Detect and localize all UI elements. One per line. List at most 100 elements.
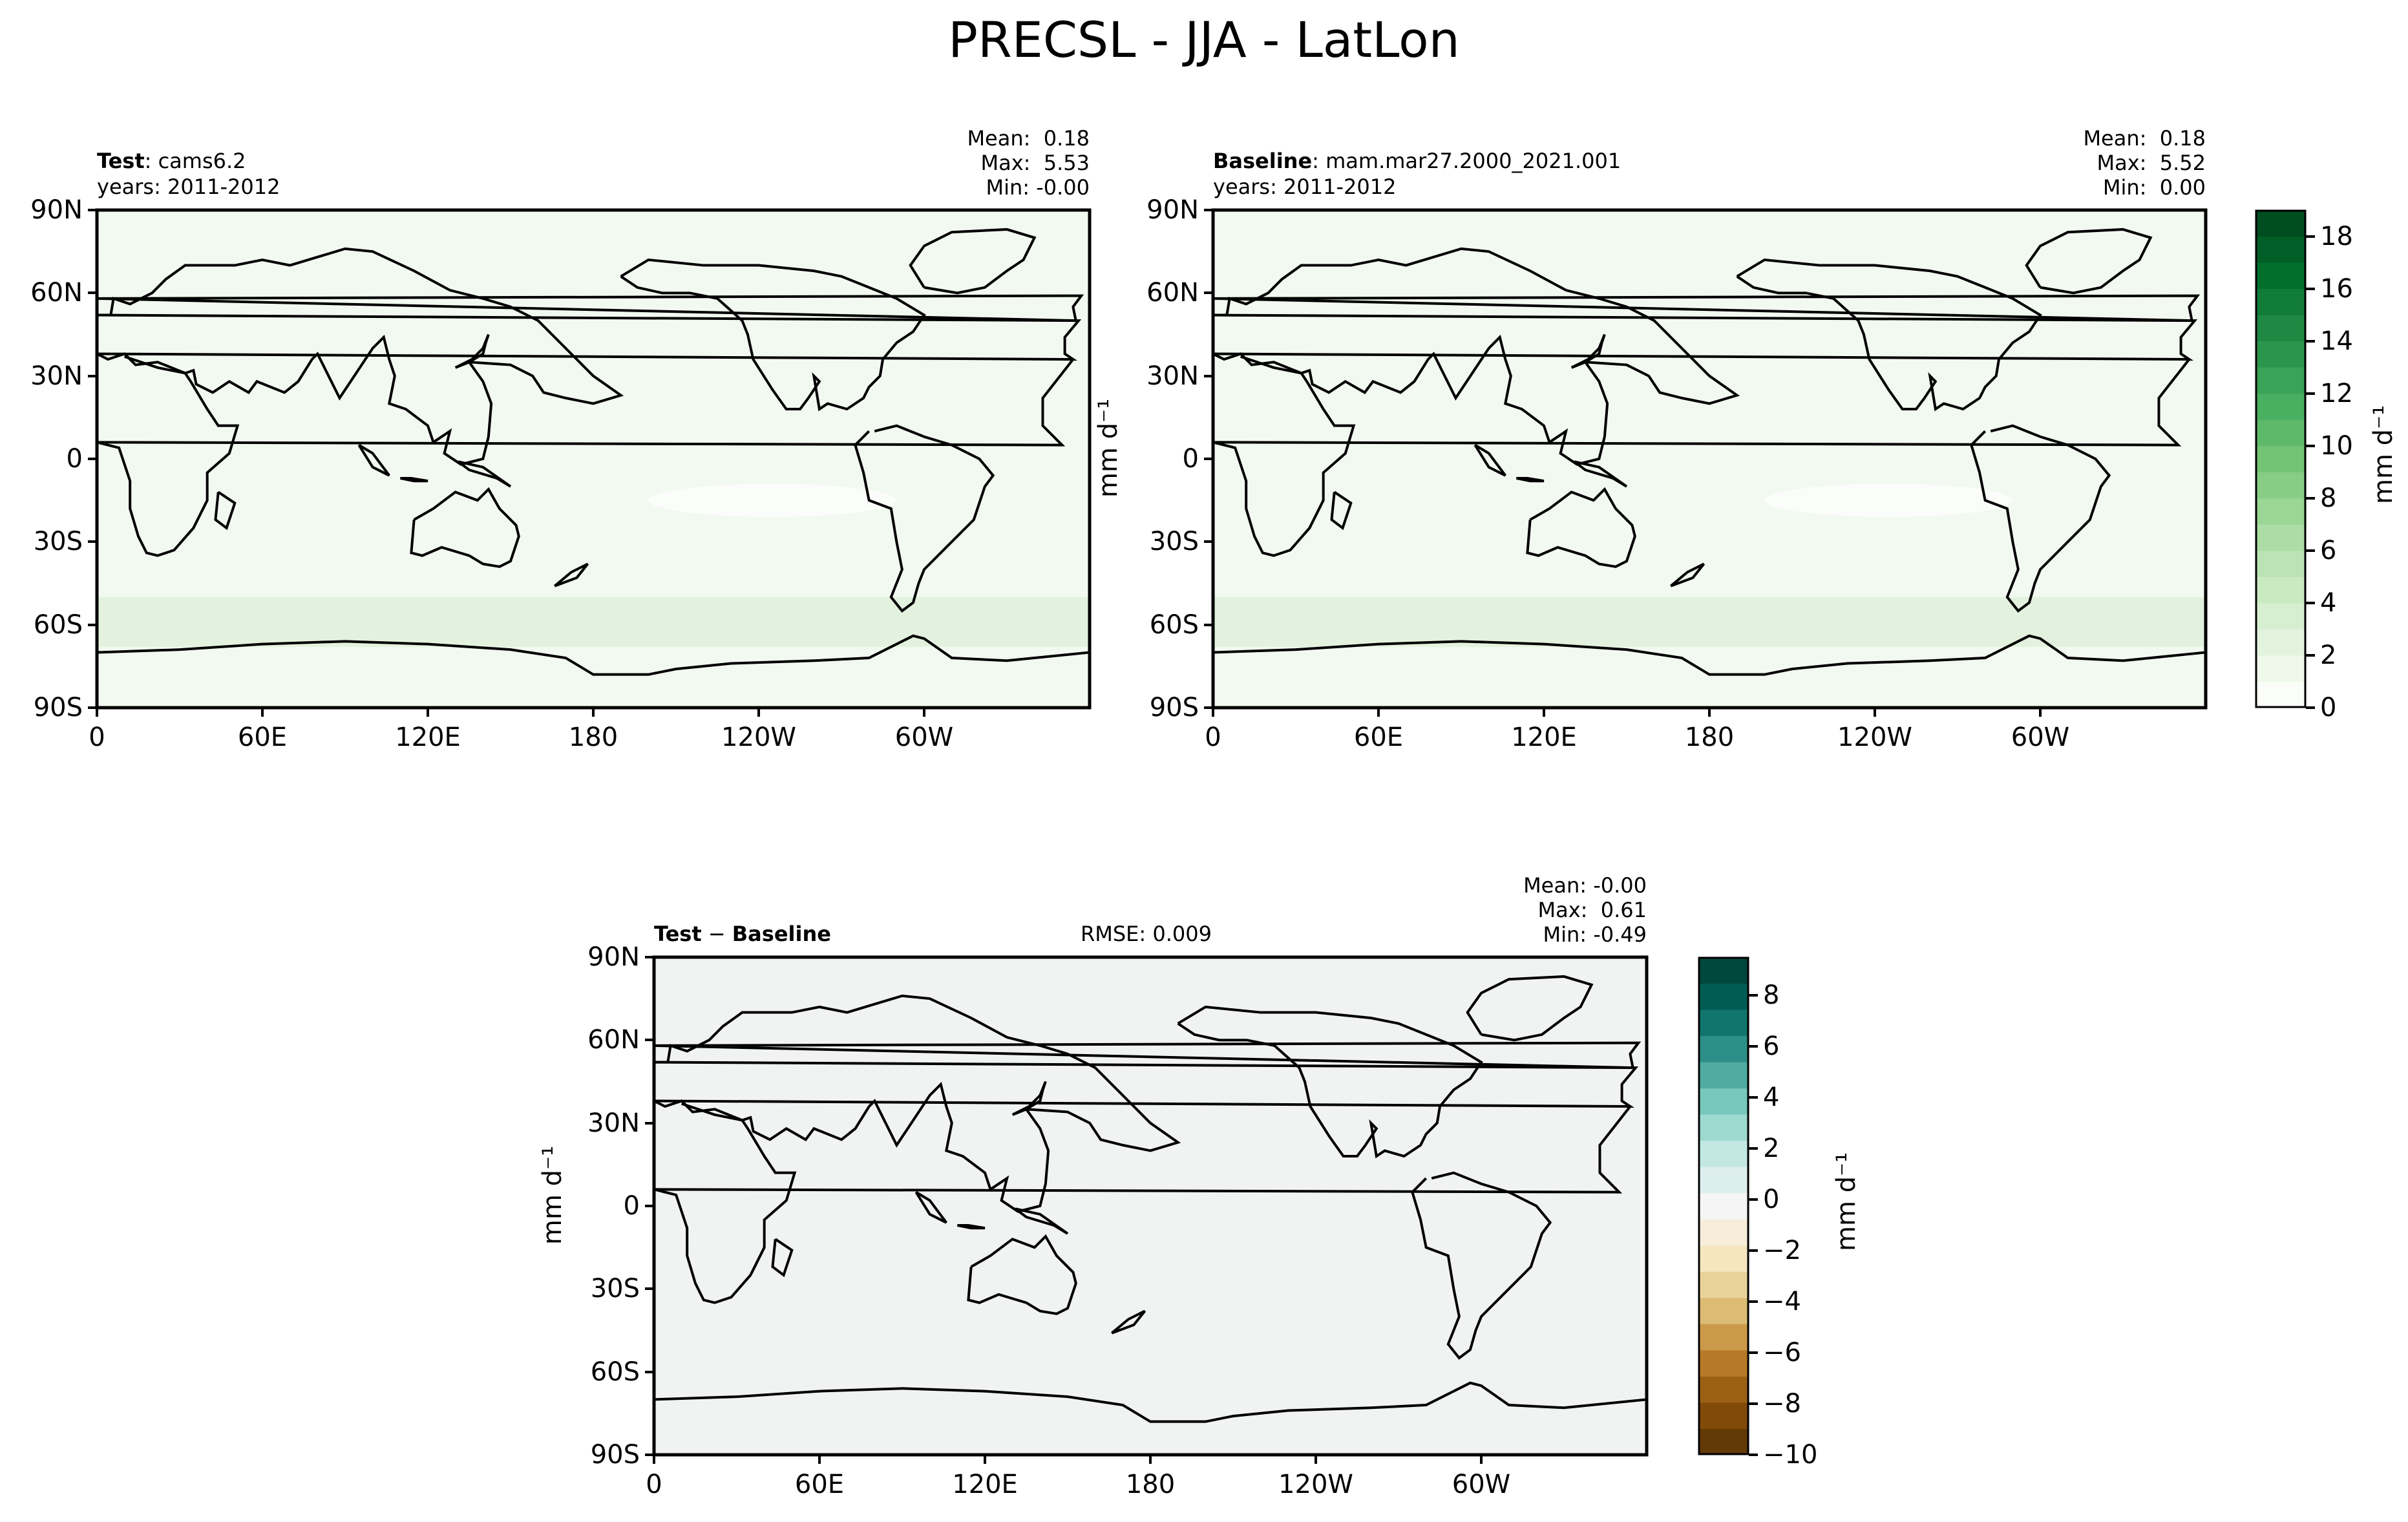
lon-tick-mark (592, 708, 595, 717)
colorbar-tick-label: 6 (2320, 535, 2337, 565)
lon-tick-mark (1874, 708, 1876, 717)
colorbar-tick-label: 12 (2320, 378, 2353, 408)
coastline (654, 1062, 1636, 1106)
colorbar-level (2255, 393, 2306, 420)
test-panel-years: years: 2011-2012 (97, 174, 280, 199)
colorbar-tick-mark (2306, 653, 2315, 657)
colorbar-level (1698, 1297, 1749, 1324)
dry-region-pacific (648, 483, 897, 517)
colorbar-tick-mark (1749, 1351, 1758, 1355)
colorbar-tick-label: 8 (2320, 483, 2337, 513)
coastline (400, 478, 428, 481)
test-panel-title: Test: cams6.2 (97, 149, 246, 173)
lon-tick-label: 0 (646, 1470, 662, 1499)
coastline (916, 1192, 946, 1223)
lat-tick-mark (645, 1287, 654, 1291)
coastline (911, 229, 1035, 293)
colorbar-tick-mark (2306, 549, 2315, 552)
coastline (957, 1225, 985, 1228)
coastline (1213, 296, 2197, 321)
lat-tick-mark (1204, 374, 1213, 377)
lat-tick-mark (645, 1205, 654, 1207)
coastline (1475, 445, 1505, 476)
colorbar-tick-label: 6 (1763, 1031, 1780, 1062)
coastline (1015, 1209, 1068, 1234)
coastline (654, 996, 1178, 1212)
diff-units-left: mm d⁻¹ (538, 1145, 567, 1245)
lat-tick-label: 60N (587, 1025, 640, 1055)
lon-tick-mark (1212, 708, 1214, 717)
colorbar-tick-mark (1749, 1402, 1758, 1406)
baseline-panel-max: Max: 5.52 (2096, 151, 2206, 175)
colorbar-tick-mark (1749, 1198, 1758, 1201)
colorbar-tick-mark (1749, 1096, 1758, 1099)
colorbar-level (1698, 1035, 1749, 1062)
colorbar-level (2255, 524, 2306, 551)
lat-tick-mark (645, 1370, 654, 1373)
colorbar-tick-label: 16 (2320, 273, 2353, 304)
colorbar-level (2255, 236, 2306, 263)
lon-tick-mark (923, 708, 925, 717)
lat-tick-mark (645, 1121, 654, 1125)
coastline (855, 426, 993, 611)
colorbar-tick-label: 14 (2320, 326, 2353, 356)
colorbar-tick-mark (2306, 496, 2315, 500)
lat-tick-label: 90N (587, 942, 640, 972)
colorbar-frame (1698, 957, 1749, 1455)
lon-tick-label: 60W (1452, 1470, 1511, 1499)
colorbar-tick-mark (2306, 287, 2315, 290)
colorbar-level (2255, 367, 2306, 394)
baseline-panel-title: Baseline: mam.mar27.2000_2021.001 (1213, 149, 1621, 173)
lon-tick-label: 0 (89, 723, 105, 752)
lon-tick-label: 60W (2011, 723, 2070, 752)
diff-panel-mean: Mean: -0.00 (1523, 873, 1647, 898)
coastline (1971, 426, 2109, 611)
coastline (2027, 229, 2151, 293)
colorbar-level (1698, 1062, 1749, 1089)
coastline (1574, 461, 1627, 487)
colorbar-level (2255, 655, 2306, 682)
coastline (97, 315, 1079, 359)
coastline (97, 249, 621, 465)
colorbar-tick-label: 18 (2320, 221, 2353, 251)
lon-tick-label: 120W (721, 723, 796, 752)
coastline (621, 260, 924, 409)
test-panel-max: Max: 5.53 (980, 151, 1090, 175)
lon-tick-mark (96, 708, 98, 717)
colorbar-level (1698, 1009, 1749, 1037)
coastline (1516, 478, 1544, 481)
coastline (215, 492, 235, 528)
lat-tick-label: 60N (1146, 278, 1199, 308)
lat-tick-mark (88, 458, 97, 460)
lat-tick-label: 90N (30, 195, 83, 225)
precip-band-southern (97, 597, 1090, 647)
colorbar-level (2255, 445, 2306, 472)
lat-tick-mark (645, 956, 654, 958)
coastline (1468, 977, 1592, 1040)
coastline (1331, 492, 1351, 528)
lon-tick-label: 180 (1684, 723, 1735, 752)
coastline (554, 564, 587, 586)
lat-tick-label: 0 (66, 444, 83, 474)
coastline (772, 1239, 792, 1275)
colorbar-tick-label: −2 (1763, 1236, 1801, 1266)
test-panel-min: Min: -0.00 (986, 175, 1090, 200)
lat-tick-mark (88, 540, 97, 544)
lat-tick-mark (1204, 540, 1213, 544)
precip-units-left: mm d⁻¹ (1093, 398, 1123, 498)
lon-tick-label: 180 (1125, 1470, 1176, 1499)
diff-colorbar-units: mm d⁻¹ (1832, 1152, 1861, 1251)
colorbar-level (1698, 1349, 1749, 1377)
lon-tick-mark (2039, 708, 2042, 717)
lat-tick-label: 0 (623, 1191, 640, 1221)
diff-panel-min: Min: -0.49 (1543, 922, 1647, 947)
dry-region-pacific (1764, 483, 2013, 517)
lat-tick-mark (645, 1453, 654, 1456)
lat-tick-label: 90S (590, 1440, 640, 1470)
lon-tick-label: 60E (794, 1470, 845, 1499)
colorbar-level (2255, 629, 2306, 656)
coastline (97, 296, 1081, 321)
coastline (1737, 260, 2040, 409)
colorbar-tick-label: 4 (1763, 1083, 1780, 1113)
colorbar-level (2255, 498, 2306, 525)
